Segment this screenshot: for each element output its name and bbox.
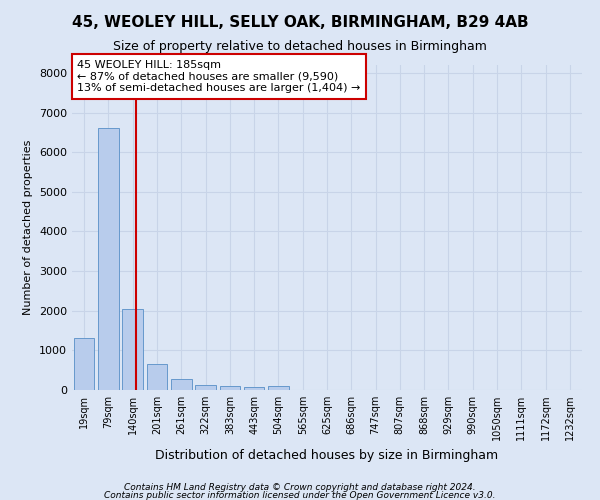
Text: Contains public sector information licensed under the Open Government Licence v3: Contains public sector information licen… [104,490,496,500]
Y-axis label: Number of detached properties: Number of detached properties [23,140,34,315]
Bar [146,364,167,390]
Bar [268,386,289,390]
Bar [74,338,94,390]
Text: Contains HM Land Registry data © Crown copyright and database right 2024.: Contains HM Land Registry data © Crown c… [124,483,476,492]
Bar [244,387,265,390]
Bar [122,308,143,390]
Text: 45 WEOLEY HILL: 185sqm
← 87% of detached houses are smaller (9,590)
13% of semi-: 45 WEOLEY HILL: 185sqm ← 87% of detached… [77,60,361,93]
Bar [98,128,119,390]
Text: Size of property relative to detached houses in Birmingham: Size of property relative to detached ho… [113,40,487,53]
Bar [171,379,191,390]
Bar [220,386,240,390]
Text: 45, WEOLEY HILL, SELLY OAK, BIRMINGHAM, B29 4AB: 45, WEOLEY HILL, SELLY OAK, BIRMINGHAM, … [71,15,529,30]
X-axis label: Distribution of detached houses by size in Birmingham: Distribution of detached houses by size … [155,448,499,462]
Bar [195,385,216,390]
